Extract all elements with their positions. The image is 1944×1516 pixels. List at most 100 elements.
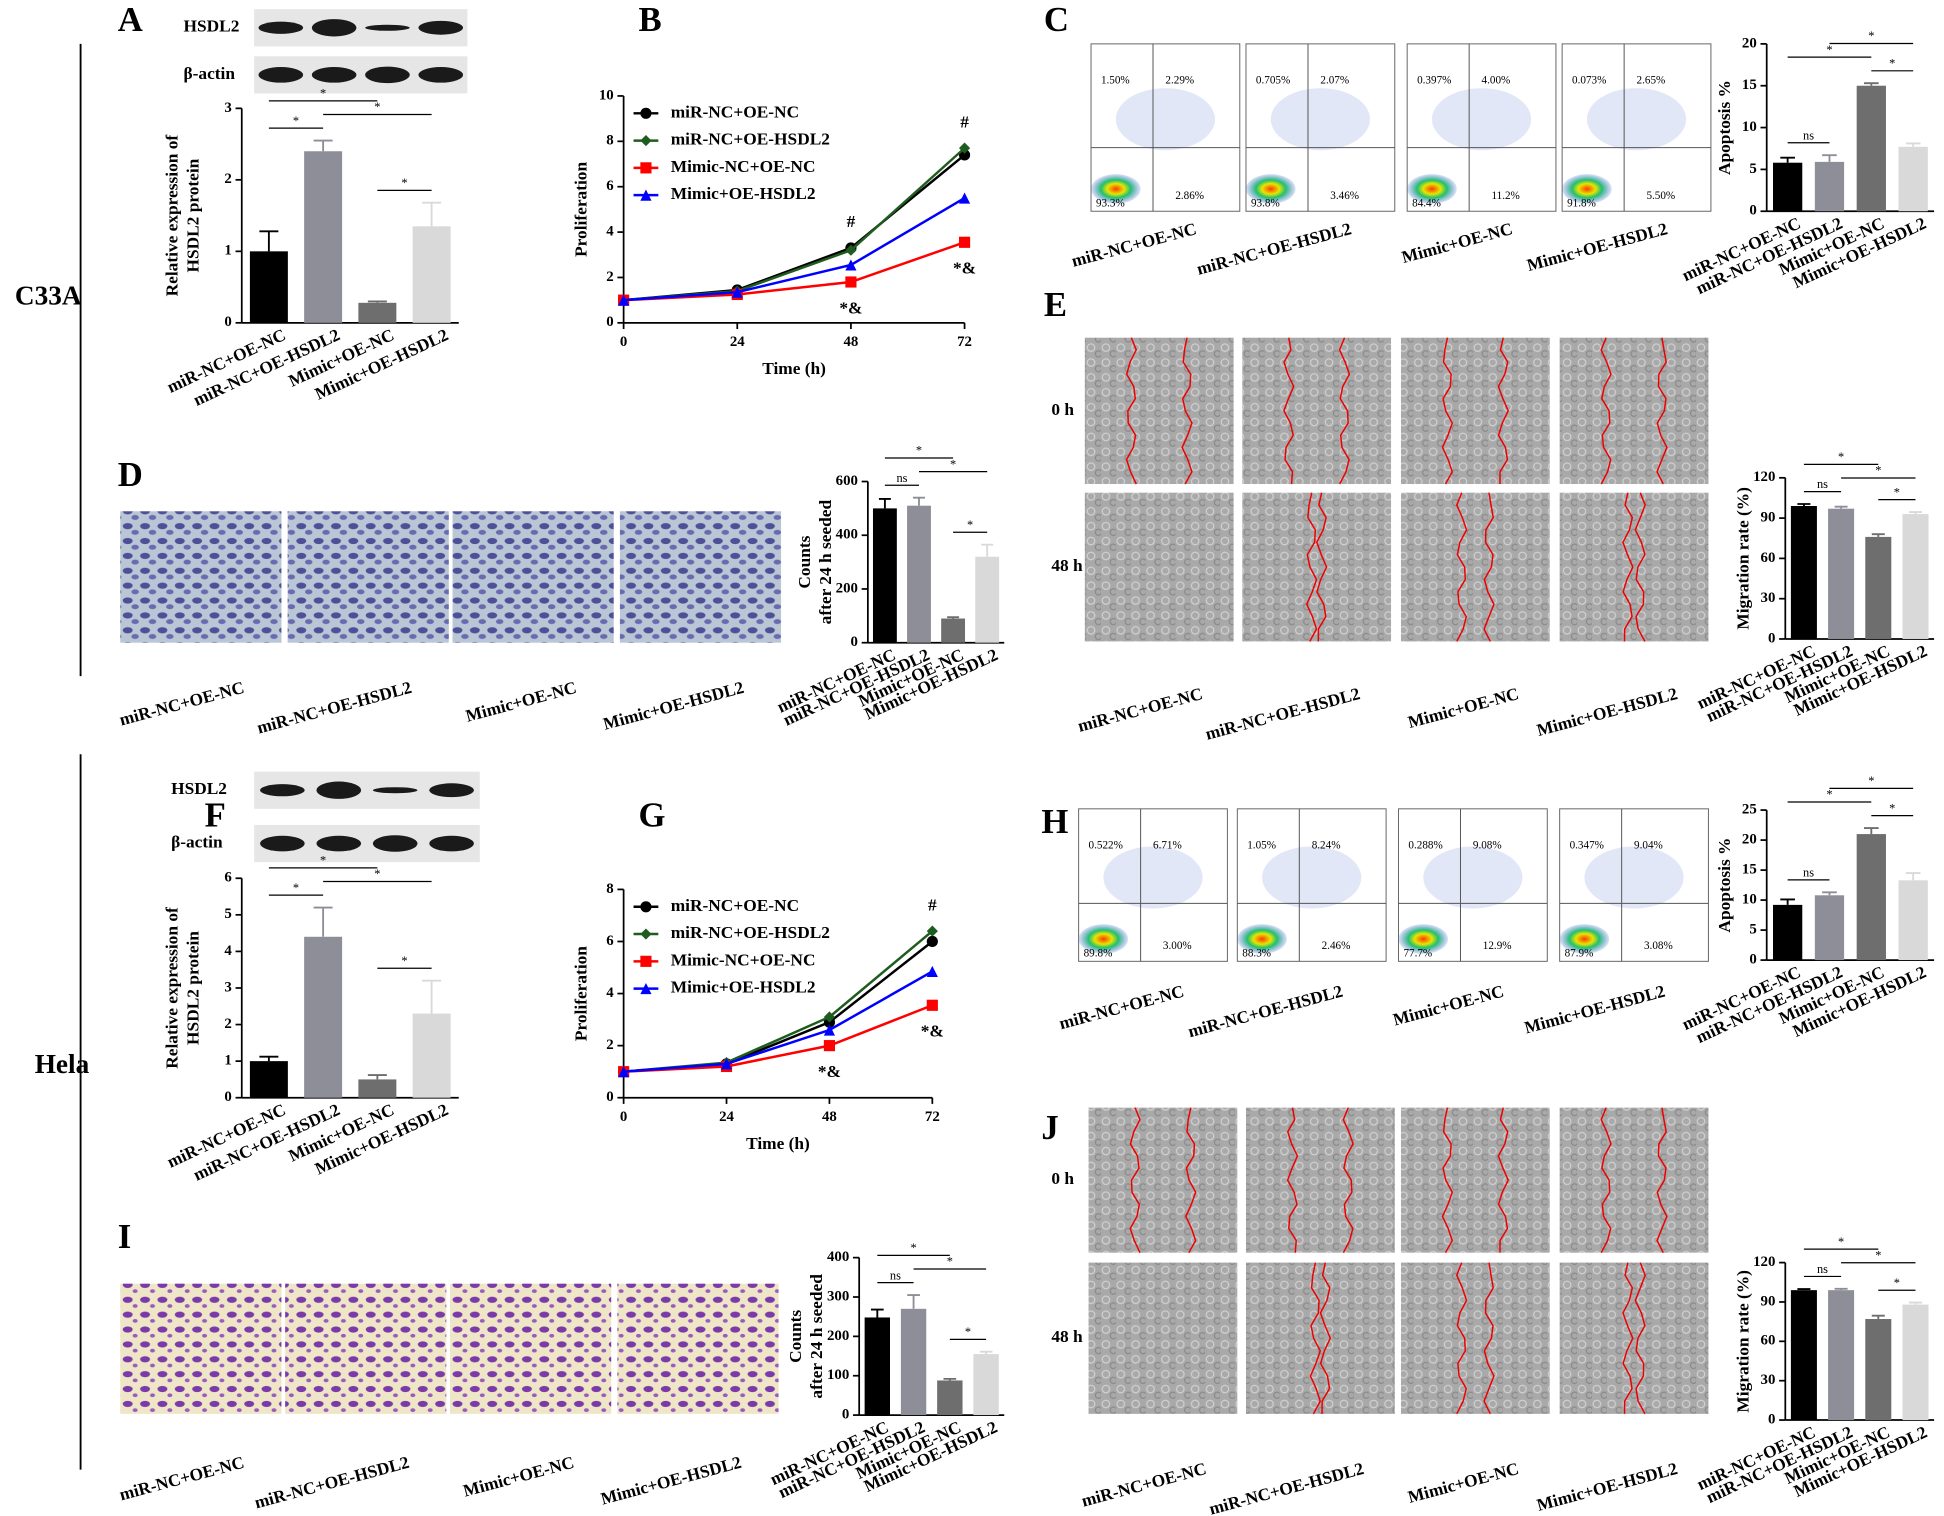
error-bar	[1908, 1301, 1922, 1305]
annotation: *&	[818, 1062, 841, 1081]
y-axis-label: Apoptosis %	[1715, 838, 1734, 933]
flow-cloud	[1115, 88, 1215, 151]
flow-cluster	[1398, 924, 1449, 954]
blot-band	[258, 21, 304, 34]
bar	[412, 1013, 451, 1098]
significance-label: *	[950, 457, 956, 471]
legend-label: Mimic-NC+OE-NC	[671, 950, 816, 969]
error-bar	[1797, 503, 1811, 507]
wound-edge	[1483, 1262, 1495, 1415]
y-tick-label: 20	[1742, 35, 1757, 51]
blot-band	[365, 66, 410, 84]
error-bar	[913, 496, 925, 506]
error-bar	[1834, 1287, 1848, 1291]
bar	[1814, 161, 1845, 212]
bar	[1814, 895, 1845, 961]
quadrant-percent: 8.24%	[1312, 840, 1341, 852]
error-bar	[870, 1308, 884, 1318]
legend-label: Mimic+OE-HSDL2	[671, 184, 816, 203]
blot-band	[316, 835, 362, 852]
y-tick-label: 120	[1753, 1254, 1775, 1270]
micrograph	[1559, 1262, 1709, 1414]
error-bar	[1871, 1314, 1885, 1320]
significance-label: *	[1889, 801, 1895, 815]
wound-edge	[1315, 492, 1328, 642]
quadrant-percent: 3.46%	[1330, 190, 1359, 202]
quadrant-percent: 9.04%	[1634, 840, 1663, 852]
y-tick-label: 4	[224, 943, 232, 959]
quadrant-percent: 3.00%	[1163, 940, 1192, 952]
wound-edge	[1319, 1262, 1332, 1414]
micrograph	[285, 1283, 447, 1414]
y-tick-label: 200	[836, 580, 858, 596]
panel-letter: E	[1044, 285, 1067, 324]
legend-label: miR-NC+OE-NC	[671, 102, 799, 121]
data-point	[618, 294, 630, 306]
x-tick-label: 72	[957, 334, 972, 350]
quadrant-percent: 1.05%	[1247, 840, 1276, 852]
micrograph	[1242, 492, 1392, 642]
micrograph	[287, 511, 449, 643]
data-point	[720, 1058, 733, 1070]
row-label: Hela	[35, 1049, 90, 1079]
data-point	[926, 925, 938, 937]
wound-edge	[1305, 492, 1318, 642]
condition-label: miR-NC+OE-NC	[1070, 219, 1199, 271]
blot-band	[260, 835, 305, 852]
y-tick-label: 30	[1761, 1372, 1776, 1388]
data-point	[926, 935, 938, 948]
y-tick-label: 0	[224, 1089, 231, 1105]
y-tick-label: 400	[836, 527, 858, 543]
bar	[907, 505, 931, 643]
y-tick-label: 0	[842, 1406, 849, 1422]
error-bar	[1797, 1288, 1811, 1291]
flow-cloud	[1103, 846, 1203, 909]
wound-edge	[1497, 337, 1510, 485]
quadrant-percent: 2.07%	[1320, 75, 1349, 87]
micrograph	[617, 1283, 779, 1414]
blot-label: HSDL2	[171, 779, 227, 798]
y-tick-label: 30	[1761, 590, 1776, 606]
y-axis-label: Migration rate (%)	[1733, 487, 1752, 630]
quadrant-percent: 4.00%	[1482, 75, 1511, 87]
condition-label: miR-NC+OE-NC	[1057, 982, 1186, 1034]
quadrant-percent: 93.3%	[1096, 197, 1125, 209]
significance-label: *	[1838, 450, 1844, 464]
y-axis-label: HSDL2 protein	[184, 931, 203, 1045]
condition-label: Mimic+OE-NC	[1400, 219, 1515, 267]
bar	[1902, 514, 1929, 639]
y-tick-label: 0	[1749, 203, 1756, 219]
y-tick-label: 0	[224, 314, 231, 330]
error-bar	[1908, 511, 1922, 515]
flow-cluster	[1078, 924, 1129, 954]
y-tick-label: 5	[224, 906, 231, 922]
significance-label: *	[293, 114, 299, 128]
legend-marker	[640, 901, 652, 913]
blot-band	[372, 835, 418, 852]
wound-edge	[1600, 337, 1612, 485]
y-axis-label: Relative expression of	[163, 135, 182, 297]
bar	[1772, 162, 1803, 212]
micrograph	[1245, 1107, 1395, 1253]
significance-label: *	[320, 853, 326, 867]
bar	[358, 302, 397, 323]
blot-band	[418, 20, 464, 35]
series-line	[623, 970, 933, 1073]
significance-label: ns	[890, 1268, 901, 1282]
significance-label: *	[916, 444, 922, 458]
condition-label: Mimic+OE-NC	[1406, 1459, 1521, 1507]
quadrant-percent: 0.347%	[1570, 840, 1604, 852]
error-bar	[1822, 891, 1837, 896]
panel-letter: I	[118, 1217, 132, 1256]
data-point	[823, 1040, 836, 1052]
y-axis-label: Relative expression of	[163, 907, 182, 1069]
significance-label: ns	[1803, 866, 1814, 880]
bar	[1898, 146, 1928, 212]
quadrant-percent: 88.3%	[1242, 947, 1271, 959]
micrograph	[450, 1283, 612, 1414]
bar	[1828, 508, 1855, 639]
significance-label: *	[374, 100, 380, 114]
legend-label: Mimic+OE-HSDL2	[671, 978, 816, 997]
flow-cloud	[1423, 846, 1523, 909]
